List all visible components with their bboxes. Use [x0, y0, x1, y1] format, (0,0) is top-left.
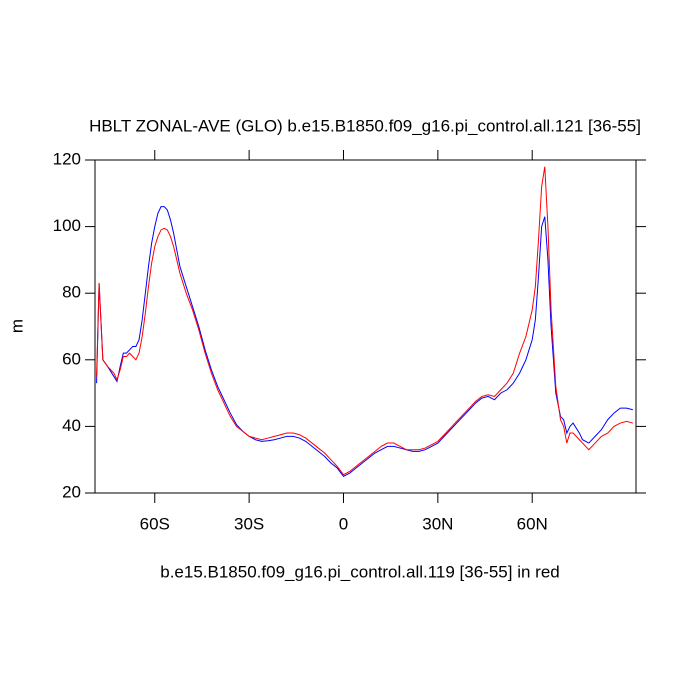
- x-tick-label: 60N: [517, 514, 548, 533]
- plot-frame: [94, 159, 637, 494]
- y-tick-label: 40: [62, 416, 81, 435]
- y-tick-label: 120: [53, 149, 81, 168]
- y-tick-label: 20: [62, 482, 81, 501]
- chart-title: HBLT ZONAL-AVE (GLO) b.e15.B1850.f09_g16…: [89, 116, 641, 135]
- y-axis-label: m: [7, 319, 26, 333]
- series-line: [96, 206, 633, 477]
- x-tick-label: 60S: [140, 514, 170, 533]
- x-tick-label: 30N: [422, 514, 453, 533]
- y-tick-label: 80: [62, 283, 81, 302]
- x-tick-label: 30S: [234, 514, 264, 533]
- y-tick-label: 60: [62, 349, 81, 368]
- x-tick-label: 0: [339, 514, 348, 533]
- series-line: [96, 166, 633, 476]
- annotation: b.e15.B1850.f09_g16.pi_control.all.119 […: [160, 562, 559, 581]
- y-tick-label: 100: [53, 216, 81, 235]
